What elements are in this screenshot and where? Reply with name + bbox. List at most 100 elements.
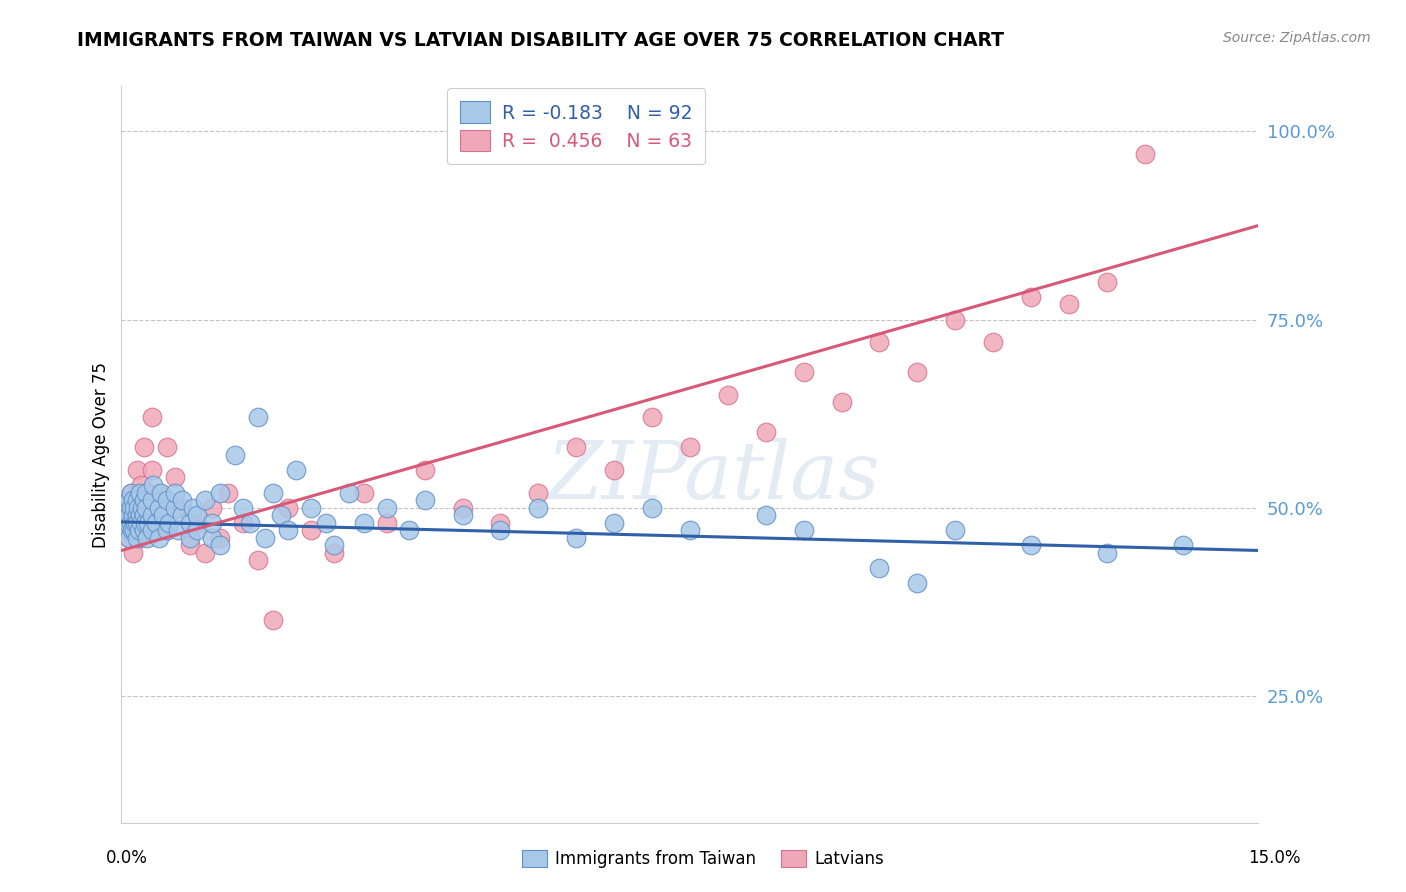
Point	[284, 463, 307, 477]
Point	[1019, 538, 1042, 552]
Point	[868, 335, 890, 350]
Point	[201, 500, 224, 515]
Point	[134, 523, 156, 537]
Point	[194, 546, 217, 560]
Point	[641, 410, 664, 425]
Point	[129, 516, 152, 530]
Point	[375, 500, 398, 515]
Point	[217, 485, 239, 500]
Point	[167, 523, 190, 537]
Point	[152, 508, 174, 522]
Point	[121, 493, 143, 508]
Point	[262, 614, 284, 628]
Point	[793, 365, 815, 379]
Point	[679, 523, 702, 537]
Point	[186, 508, 208, 522]
Point	[943, 523, 966, 537]
Point	[135, 485, 157, 500]
Point	[122, 500, 145, 515]
Text: ZIPatlas: ZIPatlas	[546, 438, 879, 516]
Point	[1019, 290, 1042, 304]
Point	[451, 500, 474, 515]
Point	[1095, 546, 1118, 560]
Point	[755, 508, 778, 522]
Text: 15.0%: 15.0%	[1249, 849, 1301, 867]
Point	[641, 500, 664, 515]
Point	[262, 485, 284, 500]
Legend: R = -0.183    N = 92, R =  0.456    N = 63: R = -0.183 N = 92, R = 0.456 N = 63	[447, 88, 706, 164]
Point	[413, 493, 436, 508]
Point	[232, 516, 254, 530]
Point	[120, 516, 142, 530]
Point	[142, 516, 165, 530]
Point	[239, 516, 262, 530]
Point	[124, 500, 146, 515]
Point	[337, 485, 360, 500]
Point	[131, 500, 153, 515]
Point	[183, 500, 205, 515]
Point	[124, 516, 146, 530]
Point	[141, 508, 163, 522]
Point	[322, 546, 344, 560]
Point	[208, 531, 231, 545]
Point	[163, 500, 186, 515]
Point	[135, 500, 157, 515]
Point	[117, 500, 139, 515]
Point	[679, 441, 702, 455]
Point	[322, 538, 344, 552]
Y-axis label: Disability Age Over 75: Disability Age Over 75	[93, 362, 110, 548]
Point	[118, 508, 141, 522]
Point	[172, 493, 194, 508]
Point	[451, 508, 474, 522]
Point	[125, 508, 148, 522]
Point	[142, 478, 165, 492]
Point	[121, 493, 143, 508]
Point	[246, 553, 269, 567]
Point	[118, 531, 141, 545]
Point	[156, 523, 179, 537]
Point	[127, 516, 149, 530]
Point	[353, 516, 375, 530]
Point	[489, 516, 512, 530]
Point	[141, 463, 163, 477]
Point	[981, 335, 1004, 350]
Point	[148, 485, 170, 500]
Point	[117, 523, 139, 537]
Point	[527, 485, 550, 500]
Point	[145, 516, 167, 530]
Point	[157, 516, 180, 530]
Point	[121, 508, 143, 522]
Point	[125, 463, 148, 477]
Point	[141, 523, 163, 537]
Point	[125, 531, 148, 545]
Point	[186, 523, 208, 537]
Point	[141, 410, 163, 425]
Point	[172, 508, 194, 522]
Point	[755, 425, 778, 440]
Point	[565, 441, 588, 455]
Point	[315, 516, 337, 530]
Point	[124, 523, 146, 537]
Point	[127, 508, 149, 522]
Point	[413, 463, 436, 477]
Point	[717, 388, 740, 402]
Point	[117, 523, 139, 537]
Point	[121, 523, 143, 537]
Point	[277, 523, 299, 537]
Point	[299, 523, 322, 537]
Point	[121, 546, 143, 560]
Point	[868, 560, 890, 574]
Legend: Immigrants from Taiwan, Latvians: Immigrants from Taiwan, Latvians	[515, 843, 891, 875]
Point	[120, 516, 142, 530]
Point	[117, 516, 139, 530]
Point	[128, 508, 150, 522]
Point	[129, 478, 152, 492]
Point	[125, 485, 148, 500]
Point	[120, 500, 142, 515]
Point	[224, 448, 246, 462]
Point	[117, 500, 139, 515]
Point	[232, 500, 254, 515]
Point	[905, 365, 928, 379]
Point	[118, 531, 141, 545]
Point	[134, 516, 156, 530]
